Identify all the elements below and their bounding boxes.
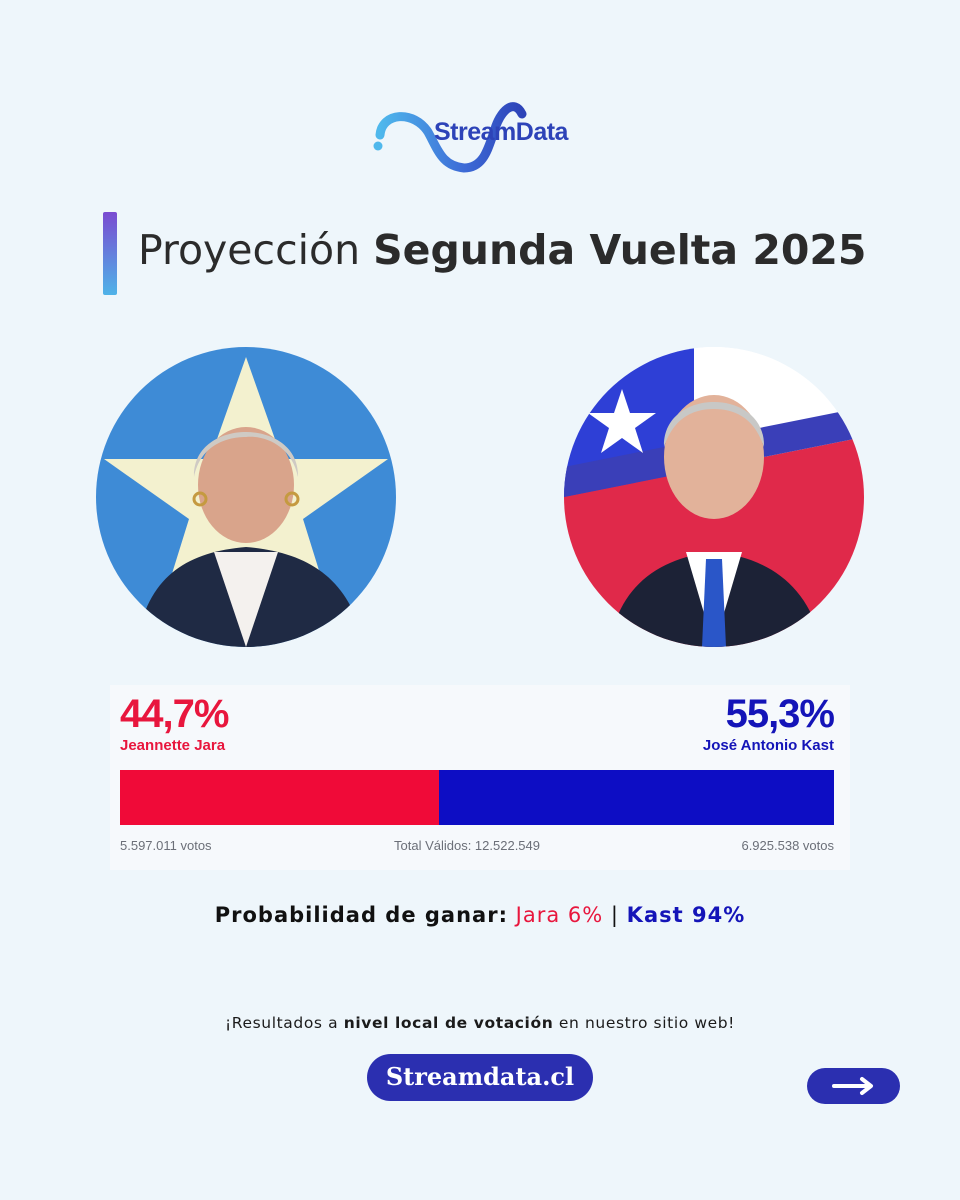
jara-photo: [96, 347, 396, 647]
next-button[interactable]: [807, 1068, 900, 1104]
website-note: ¡Resultados a nivel local de votación en…: [0, 1014, 960, 1032]
jara-votes: 5.597.011 votos: [120, 838, 212, 853]
vote-share-bar: [120, 770, 834, 825]
jara-name: Jeannette Jara: [120, 737, 226, 754]
page-title: Proyección Segunda Vuelta 2025: [138, 226, 866, 274]
probability-label: Probabilidad de ganar:: [214, 903, 508, 927]
logo-wave-icon: [373, 102, 527, 173]
note-start: ¡Resultados a: [224, 1014, 339, 1032]
probability-jara: Jara 6%: [515, 903, 604, 927]
win-probability: Probabilidad de ganar: Jara 6% | Kast 94…: [0, 903, 960, 927]
title-accent-bar: [103, 212, 117, 295]
probability-kast: Kast 94%: [626, 903, 746, 927]
streamdata-logo: StreamData: [368, 92, 598, 182]
probability-separator: |: [610, 903, 619, 927]
kast-percent: 55,3%: [725, 692, 835, 736]
note-end: en nuestro sitio web!: [558, 1014, 735, 1032]
title-bold: Segunda Vuelta 2025: [373, 226, 867, 274]
jara-bar-segment: [120, 770, 440, 825]
arrow-right-icon: [832, 1077, 873, 1095]
title-light: Proyección: [138, 226, 361, 274]
jara-percent: 44,7%: [120, 692, 229, 736]
kast-bar-segment: [439, 770, 834, 825]
note-bold: nivel local de votación: [343, 1014, 554, 1032]
total-valid-votes: Total Válidos: 12.522.549: [394, 838, 540, 853]
kast-name: José Antonio Kast: [702, 737, 834, 754]
kast-photo: [564, 347, 864, 647]
kast-votes: 6.925.538 votos: [741, 838, 834, 853]
logo-text: StreamData: [434, 118, 568, 146]
website-button[interactable]: Streamdata.cl: [367, 1054, 593, 1101]
